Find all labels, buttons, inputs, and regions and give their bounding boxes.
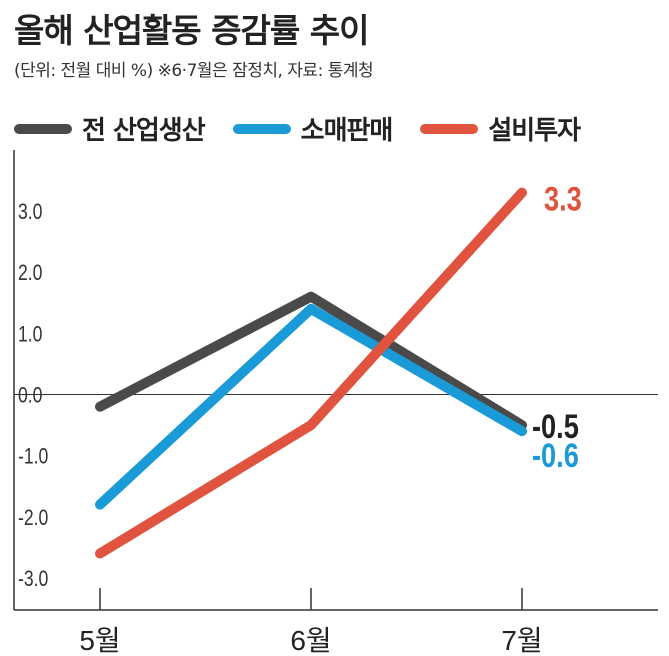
x-tick-label: 6월 (290, 625, 331, 656)
y-tick-label: -3.0 (18, 567, 48, 591)
y-tick-label: 3.0 (18, 200, 42, 224)
legend-label-production: 전 산업생산 (82, 116, 206, 146)
legend: 전 산업생산 소매판매 설비투자 (14, 110, 608, 147)
y-tick-label: 1.0 (18, 323, 42, 347)
series-line-investment (95, 187, 527, 559)
legend-label-retail: 소매판매 (300, 116, 394, 146)
legend-swatch-production (14, 123, 72, 134)
legend-swatch-investment (420, 123, 479, 134)
legend-label-investment: 설비투자 (488, 116, 581, 146)
x-tick-label: 5월 (79, 625, 120, 656)
end-label-investment: 3.3 (544, 180, 582, 219)
legend-item-retail: 소매판매 (232, 110, 394, 147)
y-tick-label: 0.0 (18, 384, 42, 408)
chart-subtitle: (단위: 전월 대비 %) ※6·7월은 잠정치, 자료: 통계청 (14, 61, 374, 81)
legend-item-investment: 설비투자 (420, 110, 581, 147)
y-tick-label: 2.0 (18, 261, 42, 285)
y-tick-label: -1.0 (18, 445, 48, 469)
y-tick-label: -2.0 (18, 506, 48, 530)
series-line-production (95, 291, 527, 431)
legend-swatch-retail (232, 123, 291, 134)
end-label-production: -0.5 (532, 407, 579, 446)
end-label-retail: -0.6 (532, 436, 579, 475)
legend-item-production: 전 산업생산 (14, 110, 206, 147)
x-tick-label: 7월 (501, 625, 542, 656)
series-line-retail (95, 303, 527, 510)
chart-title: 올해 산업활동 증감률 추이 (14, 11, 369, 50)
